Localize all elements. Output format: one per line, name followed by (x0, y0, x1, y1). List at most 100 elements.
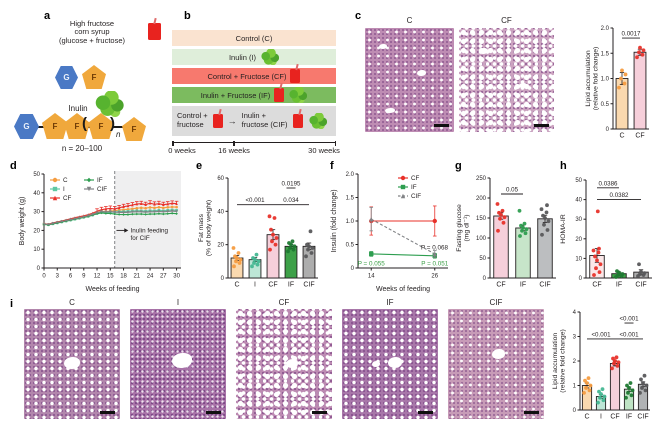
timeline-label-16weeks: 16 weeks (218, 146, 250, 155)
svg-text:0.5: 0.5 (601, 102, 610, 108)
vessel (519, 83, 527, 88)
c-lipid-svg: 0 0.5 1.0 1.5 2.0 Lipid accumulation (relative… (585, 26, 649, 140)
paren-close: ) (110, 115, 115, 132)
svg-text:Insulin (fold change): Insulin (fold change) (331, 189, 338, 252)
chain-f1-letter: F (52, 121, 58, 131)
vessel (388, 357, 402, 368)
diet-row-if: Inulin + Fructose (IF) (172, 87, 336, 103)
diet-row-cf-label: Control + Fructose (CF) (207, 71, 287, 81)
diet-row-cif: Control + fructose → Inulin + fructose (CI… (172, 106, 336, 136)
d-bodyweight-svg: 0 10 20 30 40 50 0 3 6 9 12 15 18 21 24 27 30 Weeks of fe… (19, 171, 181, 293)
vessel (492, 349, 505, 359)
panel-label-i: i (10, 298, 14, 310)
svg-text:CIF: CIF (539, 282, 550, 289)
svg-text:200: 200 (476, 196, 487, 202)
svg-text:0.0386: 0.0386 (599, 180, 618, 187)
svg-text:C: C (234, 282, 239, 289)
svg-text:1.0: 1.0 (346, 219, 355, 225)
panel-f: f 0 0.5 1.0 1.5 2.0 14 26 Weeks of feeding Insul… (326, 158, 456, 295)
svg-text:40: 40 (575, 198, 582, 204)
svg-text:40: 40 (217, 209, 224, 215)
svg-text:0.0195: 0.0195 (282, 181, 301, 188)
hfcs-title: High fructose corn syrup (glucose + fruc… (36, 19, 148, 45)
svg-text:<0.001: <0.001 (591, 331, 611, 338)
histology-image-i-cif (448, 309, 544, 419)
svg-text:0.0382: 0.0382 (610, 192, 629, 199)
svg-text:IF: IF (288, 282, 294, 289)
svg-text:15: 15 (107, 274, 114, 280)
broccoli-icon (288, 87, 308, 103)
svg-text:CF: CF (268, 282, 277, 289)
juice-box-icon (212, 114, 223, 128)
chain-fructose-4: F (122, 117, 146, 141)
panel-a: a High fructose corn syrup (glucose + fr… (6, 6, 174, 156)
cif-right-line1: Inulin + (241, 111, 267, 121)
panel-label-f: f (330, 160, 334, 172)
vessel (64, 357, 80, 369)
chain-glucose-hexagon: G (14, 114, 39, 139)
svg-text:26: 26 (431, 274, 438, 280)
svg-text:Lipid accumulation: Lipid accumulation (585, 50, 592, 107)
histology-i-if-title: IF (386, 298, 394, 307)
svg-text:100: 100 (476, 236, 487, 242)
cif-left-label: Control + fructose (177, 112, 208, 129)
histology-image-c-cf (459, 28, 554, 132)
panel-label-d: d (10, 160, 17, 172)
svg-text:50: 50 (33, 172, 40, 178)
svg-text:Fasting glucose: Fasting glucose (456, 204, 463, 252)
svg-text:P = 0.051: P = 0.051 (421, 260, 449, 267)
timeline-tick-0 (172, 141, 174, 146)
fructose-letter: F (91, 72, 97, 82)
svg-text:Weeks of feeding: Weeks of feeding (376, 286, 430, 293)
histology-image-i-if (342, 309, 438, 419)
svg-text:IF: IF (411, 184, 417, 191)
hfcs-line1: High fructose (69, 19, 115, 28)
svg-text:10: 10 (33, 247, 40, 253)
chart-lipid-accumulation-all: 0 1 2 3 4 Lipid accumulation (relative fold ch… (550, 298, 654, 430)
cif-left-line2: fructose (177, 120, 204, 129)
scale-bar (312, 411, 327, 414)
histology-image-i-c (24, 309, 120, 419)
histology-i-cf-title: CF (278, 298, 290, 307)
timeline-tick-30 (334, 141, 336, 146)
svg-text:40: 40 (33, 191, 40, 197)
juice-box-icon (292, 114, 303, 128)
svg-text:IF: IF (626, 414, 632, 421)
svg-text:21: 21 (133, 274, 140, 280)
svg-text:P = 0.055: P = 0.055 (358, 260, 386, 267)
chain-fructose-1: F (42, 113, 68, 139)
svg-text:0: 0 (351, 266, 355, 272)
scale-bar (100, 411, 115, 414)
svg-text:50: 50 (575, 178, 582, 184)
chart-insulin: 0 0.5 1.0 1.5 2.0 14 26 Weeks of feeding Insulin… (328, 164, 456, 299)
panel-g: g 0 50 100 150 200 250 Fasting glucose (mg dl⁻¹… (452, 158, 560, 295)
svg-text:CIF: CIF (97, 186, 107, 193)
timeline-label-0weeks: 0 weeks (168, 146, 196, 155)
chart-lipid-accumulation-c-cf: 0 0.5 1.0 1.5 2.0 Lipid accumulation (relative… (583, 12, 653, 152)
glucose-letter: G (63, 73, 70, 82)
svg-text:Fat mass: Fat mass (198, 213, 205, 242)
g-glucose-svg: 0 50 100 150 200 250 Fasting glucose (mg dl⁻¹) C… (456, 176, 556, 289)
panel-label-a: a (44, 10, 51, 22)
broccoli-icon (307, 113, 327, 129)
panel-label-b: b (184, 10, 191, 22)
svg-text:0.05: 0.05 (506, 187, 519, 194)
chart-fat-mass: 0 20 40 60 Fat mass (% of body weight) C I CF IF C… (196, 164, 322, 299)
svg-text:C: C (63, 177, 68, 184)
svg-text:IF: IF (97, 177, 103, 184)
svg-text:2.0: 2.0 (601, 26, 610, 32)
panel-label-h: h (560, 160, 567, 172)
chain-subscript-n: n (116, 130, 121, 139)
svg-text:Inulin feeding: Inulin feeding (131, 227, 169, 234)
svg-text:0.0017: 0.0017 (622, 31, 641, 38)
diet-row-cf: Control + Fructose (CF) (172, 68, 336, 84)
svg-text:3: 3 (573, 335, 577, 341)
svg-text:24: 24 (147, 274, 154, 280)
svg-text:CF: CF (610, 414, 619, 421)
svg-text:CF: CF (63, 195, 72, 202)
svg-text:30: 30 (173, 274, 180, 280)
n-range-label: n = 20–100 (61, 144, 103, 153)
diet-row-inulin: Inulin (I) (172, 49, 336, 65)
svg-text:1: 1 (573, 384, 577, 390)
svg-text:18: 18 (120, 274, 127, 280)
